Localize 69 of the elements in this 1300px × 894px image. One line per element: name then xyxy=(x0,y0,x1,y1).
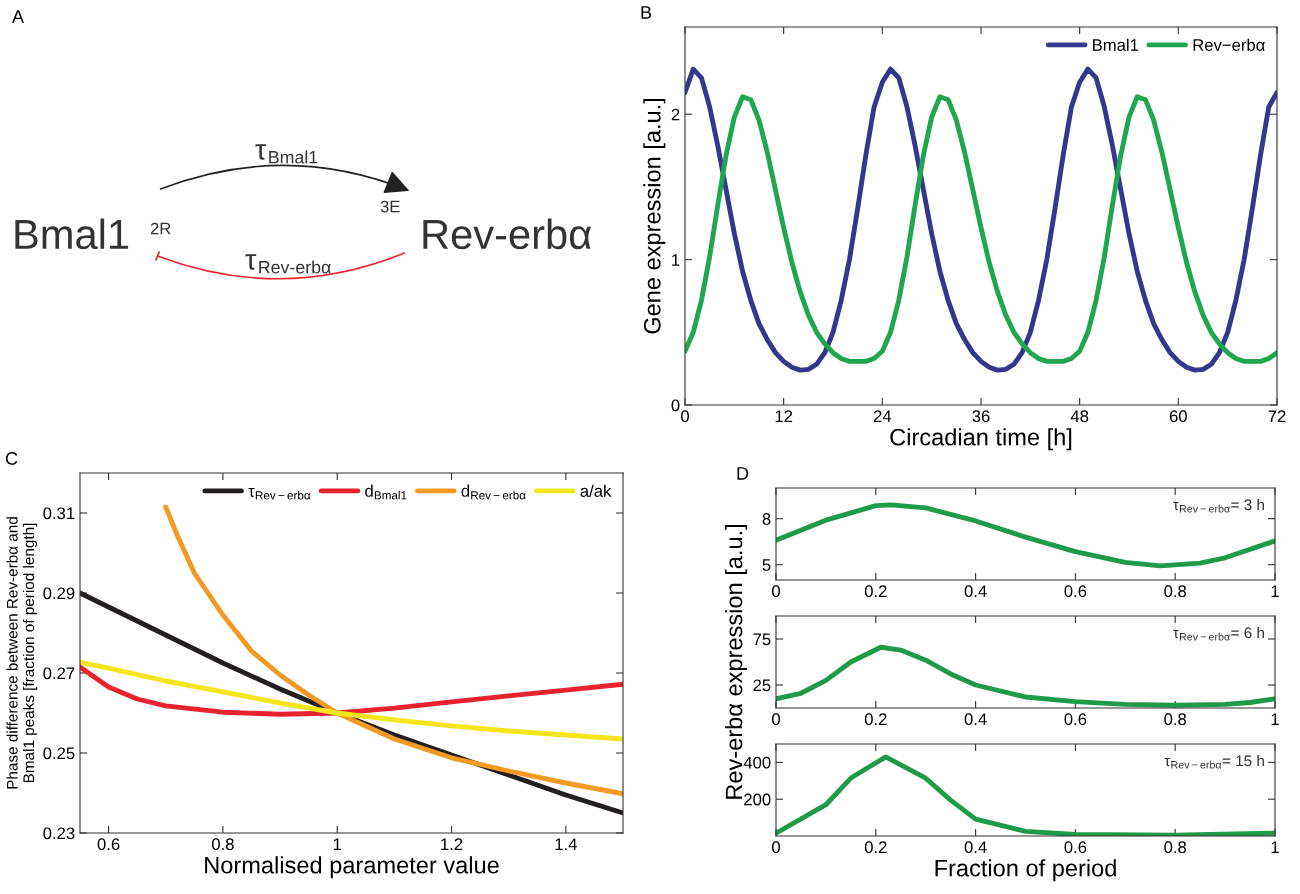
legend-label: Bmal1 xyxy=(1093,38,1139,51)
x-tick-label: 12 xyxy=(775,410,793,422)
chart-title: D xyxy=(737,467,749,480)
x-tick-label: 0.8 xyxy=(1164,841,1187,854)
x-tick-label: 0.4 xyxy=(964,585,987,598)
text: Bmal1 xyxy=(15,218,129,250)
x-tick-label: 0.2 xyxy=(864,841,887,854)
chart-title: C xyxy=(5,452,18,465)
line-series xyxy=(163,504,623,797)
y-tick-label: 0.31 xyxy=(43,507,75,520)
x-tick-label: 0.4 xyxy=(964,841,987,854)
text: 3E xyxy=(380,200,400,213)
x-tick-label: 72 xyxy=(1268,410,1286,422)
legend-label: d$_{Rev−erbα}$ xyxy=(461,484,526,500)
x-tick-label: 0.6 xyxy=(1064,585,1087,598)
x-tick-label: 0.8 xyxy=(1164,713,1187,726)
x-tick-label: 0.2 xyxy=(864,713,887,726)
text: 2R xyxy=(150,222,171,235)
x-tick-label: 0.8 xyxy=(211,838,234,851)
x-tick-label: 0 xyxy=(681,410,689,423)
annotation: τ$_{Rev−erbα}$= 6 h xyxy=(1173,626,1264,641)
x-tick-label: 60 xyxy=(1169,410,1187,423)
text: Rev-erbα xyxy=(423,218,592,250)
x-tick-label: 1 xyxy=(1271,585,1279,597)
annotation: τ$_{Rev−erbα}$= 15 h xyxy=(1164,754,1264,769)
y-tick-label: 0.23 xyxy=(43,827,75,840)
x-axis-title: Fraction of period xyxy=(935,859,1116,882)
x-tick-label: 36 xyxy=(972,410,990,423)
x-axis-title: Normalised parameter value xyxy=(205,856,499,879)
x-tick-label: 0.6 xyxy=(97,838,120,851)
y-axis-title: Gene expression [a.u.] xyxy=(643,98,666,334)
x-tick-label: 48 xyxy=(1070,410,1089,423)
x-tick-label: 1 xyxy=(333,838,342,850)
text: A xyxy=(12,10,25,23)
y-tick-label: 0.27 xyxy=(43,667,75,680)
y-tick-label: 2 xyxy=(671,108,680,121)
x-tick-label: 1.2 xyxy=(441,838,463,850)
line-series xyxy=(80,664,623,717)
line-series xyxy=(80,659,623,742)
x-tick-label: 24 xyxy=(873,410,892,422)
x-tick-label: 0.8 xyxy=(1164,585,1187,598)
annotation: τ$_{Rev−erbα}$= 3 h xyxy=(1173,498,1264,513)
x-tick-label: 0 xyxy=(772,713,780,726)
y-tick-label: 5 xyxy=(762,559,771,571)
legend-label: Rev−erbα xyxy=(1193,38,1265,51)
y-tick-label: 75 xyxy=(753,633,771,646)
x-tick-label: 0.6 xyxy=(1064,841,1087,854)
y-tick-label: 8 xyxy=(762,513,771,525)
x-tick-label: 0 xyxy=(772,585,780,598)
x-tick-label: 0.4 xyxy=(964,713,987,726)
y-tick-label: 25 xyxy=(753,679,771,692)
y-tick-label: 0 xyxy=(671,399,680,412)
x-tick-label: 1.4 xyxy=(555,838,577,850)
y-tick-label: 0.25 xyxy=(43,747,75,760)
x-tick-label: 1 xyxy=(1271,841,1279,853)
y-tick-label: 1 xyxy=(672,254,680,266)
x-tick-label: 0 xyxy=(772,841,780,854)
y-tick-label: 0.29 xyxy=(43,587,75,600)
legend-label: d$_{Bmal1}$ xyxy=(365,484,407,500)
x-axis-title: Circadian time [h] xyxy=(890,428,1072,451)
chart-title: B xyxy=(641,6,652,19)
y-axis-title: Phase difference between Rev-erbα and Bmal1 peaks [fraction of period length] xyxy=(6,517,38,789)
y-tick-label: 200 xyxy=(744,793,771,806)
legend-label: a/ak xyxy=(580,484,612,497)
y-tick-label: 400 xyxy=(743,756,771,769)
x-tick-label: 1 xyxy=(1271,713,1279,725)
legend-label: τ$_{Rev−erbα}$ xyxy=(248,487,311,500)
x-tick-label: 0.6 xyxy=(1064,713,1087,726)
x-tick-label: 0.2 xyxy=(864,585,887,598)
